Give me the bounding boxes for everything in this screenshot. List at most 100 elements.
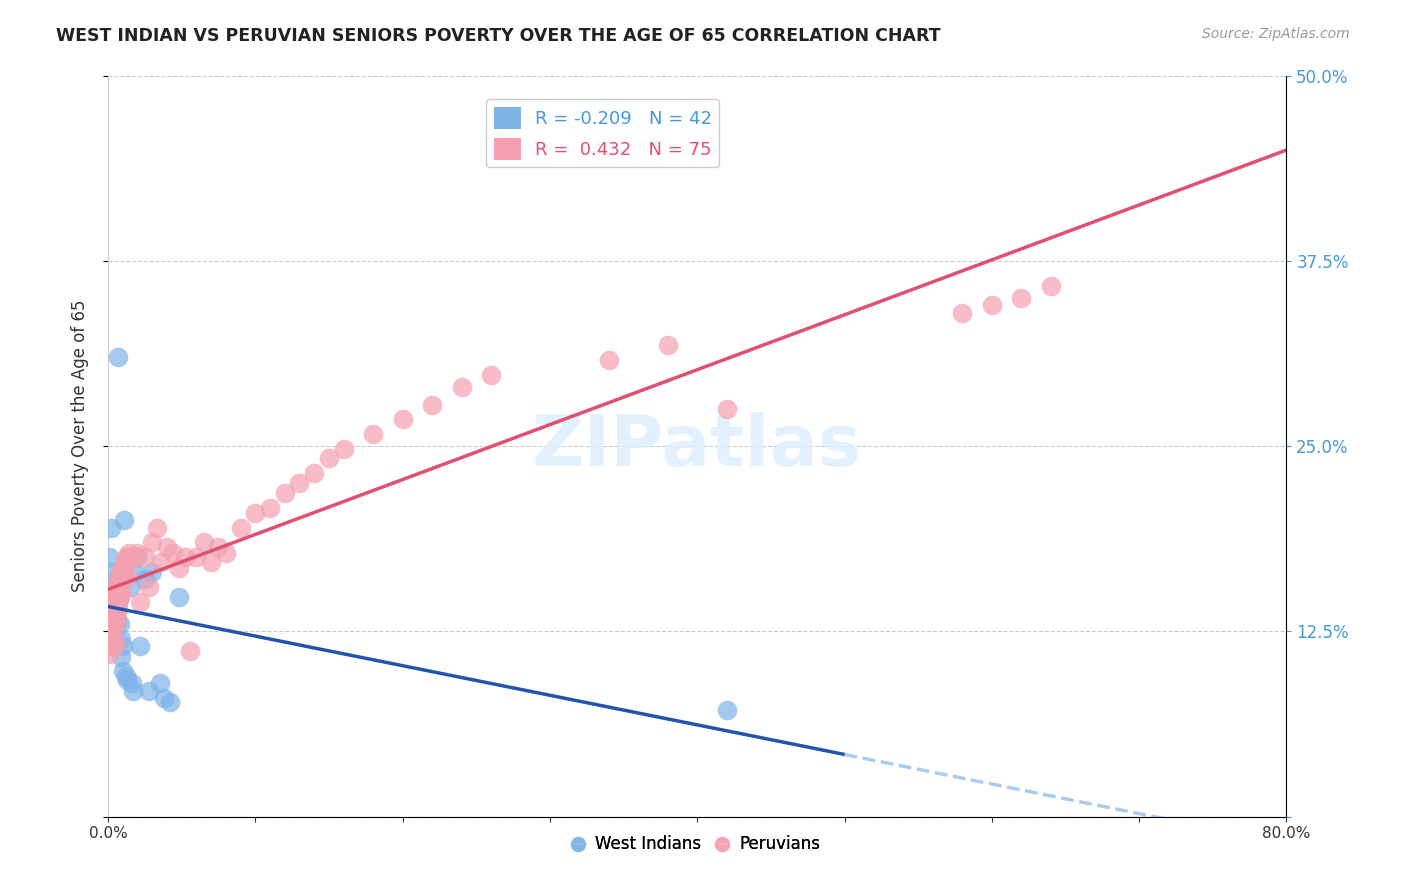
West Indians [124,565,146,579]
Peruvians [332,442,354,456]
Peruvians [134,550,156,565]
Peruvians [259,501,281,516]
Peruvians [450,380,472,394]
West Indians [103,624,125,639]
West Indians [111,665,134,679]
Peruvians [104,634,127,648]
Peruvians [121,550,143,565]
Peruvians [111,560,134,574]
Peruvians [186,550,208,565]
West Indians [108,616,131,631]
Peruvians [114,569,136,583]
West Indians [105,591,128,605]
Peruvians [207,540,229,554]
West Indians [101,607,124,621]
Peruvians [288,476,311,491]
West Indians [101,591,124,606]
Peruvians [101,591,124,605]
West Indians [110,632,132,646]
Y-axis label: Seniors Poverty Over the Age of 65: Seniors Poverty Over the Age of 65 [72,300,89,592]
Peruvians [167,560,190,574]
West Indians [107,573,129,587]
Text: WEST INDIAN VS PERUVIAN SENIORS POVERTY OVER THE AGE OF 65 CORRELATION CHART: WEST INDIAN VS PERUVIAN SENIORS POVERTY … [56,27,941,45]
West Indians [114,669,136,683]
West Indians [120,580,142,594]
West Indians [153,691,176,706]
West Indians [101,580,124,594]
Peruvians [105,609,128,624]
Peruvians [950,306,973,320]
West Indians [148,676,170,690]
West Indians [100,520,122,534]
Peruvians [103,587,125,601]
West Indians [115,673,138,688]
Peruvians [110,587,132,601]
Peruvians [245,506,267,520]
Peruvians [104,599,127,614]
Peruvians [138,580,160,594]
Peruvians [107,573,129,587]
West Indians [103,591,125,605]
West Indians [105,614,128,628]
Peruvians [101,605,124,619]
Peruvians [145,520,167,534]
Peruvians [104,580,127,594]
Peruvians [112,555,135,569]
West Indians [122,683,145,698]
Peruvians [107,584,129,599]
Peruvians [598,353,620,368]
West Indians [110,649,132,664]
Peruvians [173,550,195,565]
Text: ZIPatlas: ZIPatlas [531,411,862,481]
West Indians [98,550,121,565]
Peruvians [100,595,122,609]
Peruvians [115,550,138,565]
West Indians [112,513,135,527]
Peruvians [391,412,413,426]
Peruvians [420,398,443,412]
Peruvians [103,602,125,616]
Peruvians [1039,279,1062,293]
Peruvians [100,639,122,653]
West Indians [107,350,129,364]
Peruvians [120,550,142,565]
Peruvians [105,580,128,594]
West Indians [138,683,160,698]
Legend: West Indians, Peruvians: West Indians, Peruvians [567,829,828,860]
Peruvians [229,520,252,534]
West Indians [107,595,129,609]
West Indians [108,591,131,605]
Peruvians [101,634,124,648]
West Indians [105,580,128,594]
Peruvians [101,620,124,634]
Peruvians [200,555,222,569]
Peruvians [657,338,679,352]
Peruvians [107,602,129,616]
Peruvians [162,546,184,560]
Peruvians [302,466,325,480]
West Indians [111,639,134,653]
Peruvians [1010,291,1032,305]
Peruvians [105,591,128,605]
Peruvians [108,565,131,579]
Peruvians [114,550,136,565]
West Indians [104,599,127,614]
West Indians [167,591,190,605]
Peruvians [127,546,149,560]
Peruvians [980,298,1002,312]
Text: Source: ZipAtlas.com: Source: ZipAtlas.com [1202,27,1350,41]
Peruvians [111,575,134,590]
West Indians [103,599,125,614]
Peruvians [361,427,384,442]
Peruvians [117,546,139,560]
Peruvians [716,402,738,417]
Peruvians [98,647,121,661]
Peruvians [124,550,146,565]
West Indians [103,609,125,624]
Peruvians [103,639,125,653]
West Indians [159,696,181,710]
West Indians [104,587,127,601]
West Indians [104,616,127,631]
West Indians [141,565,163,579]
Peruvians [100,616,122,631]
